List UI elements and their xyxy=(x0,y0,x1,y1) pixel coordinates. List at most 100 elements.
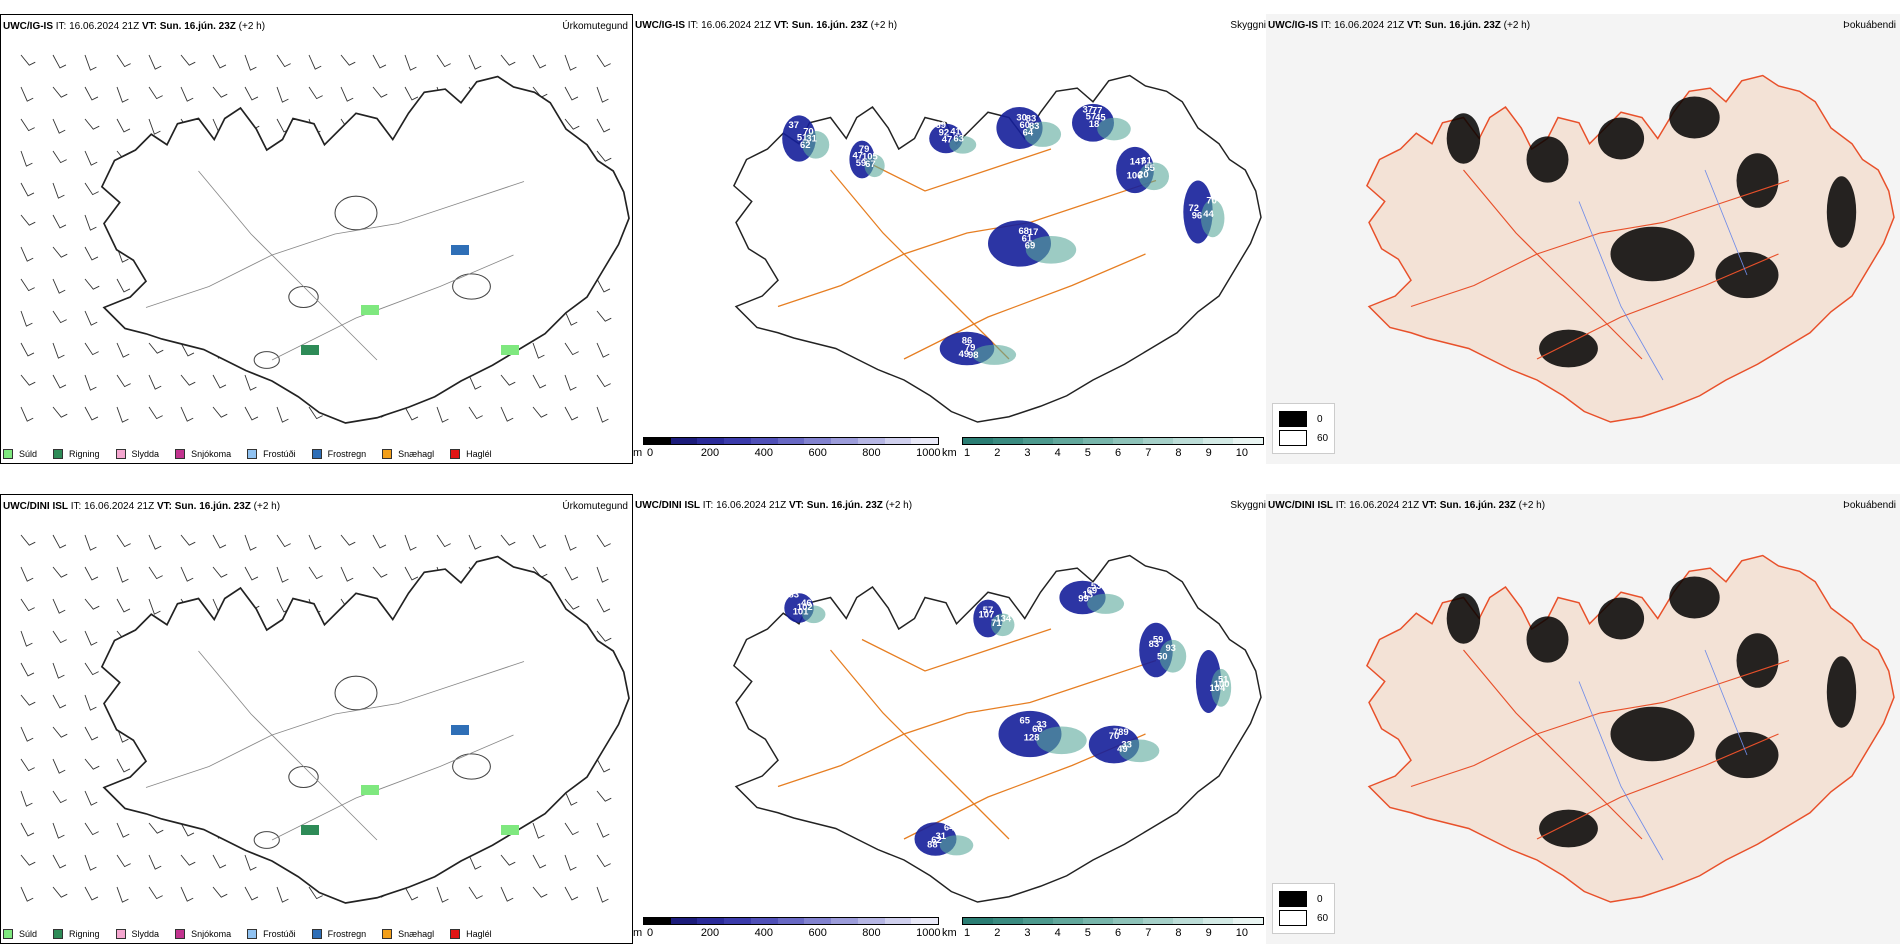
cloud-base-label: 106 xyxy=(1127,170,1143,181)
cloud-base-label: 83 xyxy=(1149,639,1160,650)
cloud-base-label: 41 xyxy=(950,126,961,137)
fog-legend-swatch xyxy=(1279,411,1307,427)
colorbar-tick: 1 xyxy=(964,927,971,939)
iceland-coastline xyxy=(1365,74,1895,423)
precip-map xyxy=(20,534,630,904)
legend-swatch xyxy=(3,929,13,939)
cloud-base-label: 96 xyxy=(1192,210,1203,221)
fog-legend-item: 60 xyxy=(1279,910,1328,926)
legend-label: Haglél xyxy=(466,449,492,459)
legend-swatch xyxy=(53,929,64,939)
colorbar-bin xyxy=(804,918,832,924)
cloud-panel-top: UWC/IG-IS IT: 16.06.2024 21Z VT: Sun. 16… xyxy=(633,14,1266,464)
legend-swatch xyxy=(247,929,258,939)
panel-product-name: Þokuábendi xyxy=(1843,20,1896,31)
cloud-base-label: 72 xyxy=(1189,203,1200,214)
colorbar-bin xyxy=(670,918,698,924)
fog-legend-label: 0 xyxy=(1317,413,1323,425)
cloud-base-label: 51 xyxy=(797,133,808,144)
colorbar-unit: km xyxy=(942,927,957,939)
cloud-base-label: 30 xyxy=(1016,113,1027,124)
cloud-base-label: 69 xyxy=(1087,585,1098,596)
colorbar-bin xyxy=(857,918,885,924)
panel-title: UWC/IG-IS IT: 16.06.2024 21Z VT: Sun. 16… xyxy=(1268,20,1531,31)
colorbar-bin xyxy=(1023,438,1053,444)
colorbar-tick: 0 xyxy=(647,447,654,459)
legend-label: Rigning xyxy=(69,449,100,459)
cloud-base-label: 61 xyxy=(1141,156,1152,167)
fog-legend-item: 0 xyxy=(1279,411,1328,427)
cloud-base-label: 31 xyxy=(936,831,947,842)
colorbar-tick: 2 xyxy=(994,927,1001,939)
colorbar-bin xyxy=(697,918,725,924)
legend-label: Frostregn xyxy=(327,929,367,939)
legend-item: Snæhagl xyxy=(382,449,434,459)
legend-item: Súld xyxy=(3,929,37,939)
colorbar-bin xyxy=(1113,438,1143,444)
colorbar-tick: 800 xyxy=(862,927,881,939)
colorbar-bin xyxy=(1053,918,1083,924)
iceland-coastline xyxy=(1365,554,1895,903)
colorbar-bin xyxy=(1083,438,1113,444)
legend-item: Slydda xyxy=(115,449,159,459)
panel-title: UWC/DINI ISL IT: 16.06.2024 21Z VT: Sun.… xyxy=(635,500,913,511)
cloud-base-label: 67 xyxy=(865,159,876,170)
cloud-base-label: 59 xyxy=(856,158,867,169)
colorbar-bin xyxy=(1173,918,1203,924)
legend-label: Snjókoma xyxy=(191,929,232,939)
legend-label: Haglél xyxy=(466,929,492,939)
cloud-base-label: 70 xyxy=(1206,196,1217,207)
legend-item: Slydda xyxy=(115,929,159,939)
colorbar-bin xyxy=(1113,918,1143,924)
colorbar-bin xyxy=(1143,918,1173,924)
colorbar-tick: 600 xyxy=(808,927,827,939)
cloud-base-label: 69 xyxy=(936,120,947,131)
colorbar-tick: 400 xyxy=(754,927,773,939)
cloud-base-label: 18 xyxy=(1089,119,1100,130)
fog-legend-label: 60 xyxy=(1317,432,1329,444)
cloud-base-label: 50 xyxy=(1157,651,1168,662)
cloud-base-label: 70 xyxy=(1109,731,1120,742)
cloud-base-label: 71 xyxy=(991,618,1002,629)
iceland-coastline: 3767478345147179896311059283771066979727… xyxy=(732,74,1262,423)
legend-swatch xyxy=(382,929,393,939)
colorbar-bin xyxy=(1173,438,1203,444)
legend-label: Súld xyxy=(19,929,38,939)
panel-product-name: Þokuábendi xyxy=(1843,500,1896,511)
colorbar-bin xyxy=(963,438,993,444)
colorbar-tick: 2 xyxy=(994,447,1001,459)
colorbar-bin xyxy=(724,918,751,924)
visibility-colorbar xyxy=(962,437,1264,445)
cloud-base-label: 62 xyxy=(931,835,942,846)
cloud-base-label: 66 xyxy=(1032,724,1043,735)
fog-legend-label: 60 xyxy=(1317,912,1329,924)
cloud-base-label: 83 xyxy=(1029,121,1040,132)
cloud-base-label: 63 xyxy=(953,134,964,145)
legend-swatch xyxy=(450,929,461,939)
colorbar-bin xyxy=(750,438,778,444)
visibility-colorbar xyxy=(962,917,1264,925)
precip-legend: Súld Rigning Slydda Snjókoma Frostúði Frostre… xyxy=(3,449,492,459)
colorbar-tick: 9 xyxy=(1205,927,1212,939)
legend-label: Frostúði xyxy=(263,449,296,459)
colorbar-bin xyxy=(1143,438,1173,444)
cloud-map: 3767478345147179896311059283771066979727… xyxy=(732,74,1262,423)
colorbar-tick: 6 xyxy=(1115,447,1122,459)
cloud-base-label: 65 xyxy=(1020,716,1031,727)
cloud-base-label: 88 xyxy=(927,839,938,850)
fog-legend-item: 60 xyxy=(1279,430,1328,446)
panel-title: UWC/IG-IS IT: 16.06.2024 21Z VT: Sun. 16… xyxy=(3,21,266,32)
legend-swatch xyxy=(175,929,186,939)
precip-legend: Súld Rigning Slydda Snjókoma Frostúði Frostre… xyxy=(3,929,492,939)
colorbar-tick: 5 xyxy=(1084,927,1091,939)
panel-title: UWC/DINI ISL IT: 16.06.2024 21Z VT: Sun.… xyxy=(1268,500,1546,511)
panel-product-name: Skyggni xyxy=(1230,20,1266,31)
legend-item: Haglél xyxy=(450,929,492,939)
colorbar-tick: 4 xyxy=(1054,447,1061,459)
legend-swatch xyxy=(115,449,126,459)
cloud-areas xyxy=(784,580,1232,856)
legend-label: Snæhagl xyxy=(398,929,435,939)
legend-item: Rigning xyxy=(53,929,100,939)
cloud-base-label: 31 xyxy=(806,134,817,145)
fog-map xyxy=(1266,14,1900,464)
